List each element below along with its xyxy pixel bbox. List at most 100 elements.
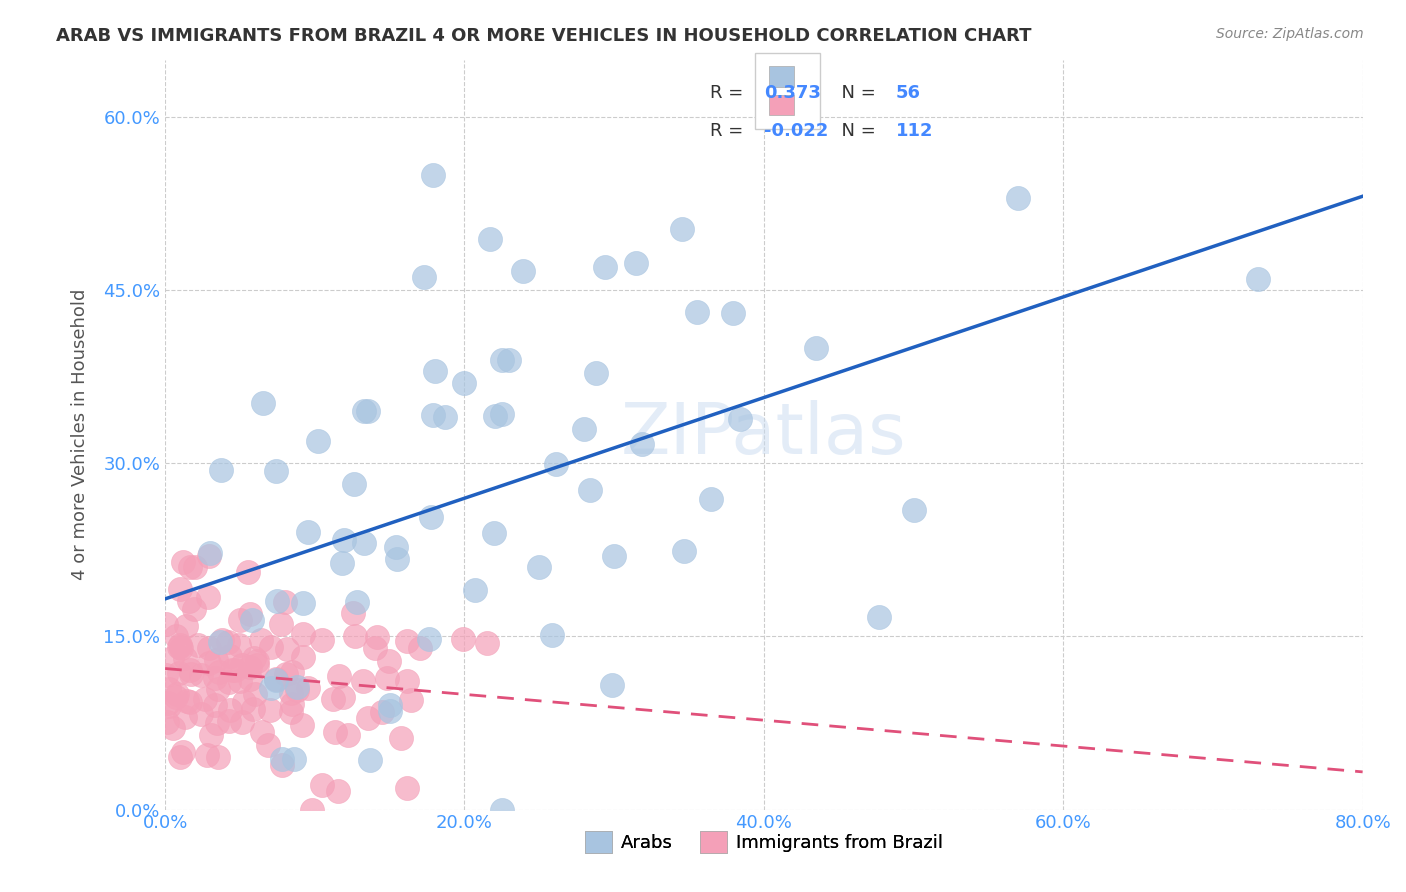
- Point: [291, 626, 314, 640]
- Point: [190, 668, 212, 682]
- Point: [540, 628, 562, 642]
- Point: [422, 168, 444, 182]
- Point: [498, 352, 520, 367]
- Point: [231, 657, 253, 672]
- Point: [464, 582, 486, 597]
- Point: [903, 502, 925, 516]
- Text: R =: R =: [710, 122, 749, 140]
- Point: [179, 594, 201, 608]
- Point: [155, 616, 177, 631]
- Point: [585, 366, 607, 380]
- Point: [311, 633, 333, 648]
- Point: [207, 749, 229, 764]
- Point: [209, 635, 232, 649]
- Point: [266, 594, 288, 608]
- Point: [600, 678, 623, 692]
- Point: [477, 635, 499, 649]
- Point: [353, 536, 375, 550]
- Point: [179, 695, 201, 709]
- Point: [418, 632, 440, 647]
- Point: [342, 477, 364, 491]
- Point: [1007, 191, 1029, 205]
- Point: [211, 633, 233, 648]
- Point: [728, 412, 751, 426]
- Point: [546, 458, 568, 472]
- Point: [491, 353, 513, 368]
- Point: [260, 681, 283, 695]
- Point: [297, 681, 319, 696]
- Text: N =: N =: [830, 85, 882, 103]
- Point: [283, 752, 305, 766]
- Point: [172, 745, 194, 759]
- Point: [179, 663, 201, 677]
- Point: [328, 669, 350, 683]
- Point: [238, 607, 260, 622]
- Point: [479, 232, 502, 246]
- Point: [311, 778, 333, 792]
- Point: [280, 686, 302, 700]
- Point: [326, 784, 349, 798]
- Point: [387, 552, 409, 566]
- Point: [395, 780, 418, 795]
- Point: [330, 556, 353, 570]
- Point: [184, 560, 207, 574]
- Point: [156, 715, 179, 730]
- Point: [307, 434, 329, 449]
- Point: [357, 711, 380, 725]
- Legend: Arabs, Immigrants from Brazil: Arabs, Immigrants from Brazil: [578, 824, 950, 861]
- Point: [433, 410, 456, 425]
- Point: [292, 650, 315, 665]
- Point: [187, 638, 209, 652]
- Point: [218, 703, 240, 717]
- Point: [169, 638, 191, 652]
- Point: [396, 634, 419, 648]
- Point: [357, 404, 380, 418]
- Point: [243, 688, 266, 702]
- Point: [245, 654, 267, 668]
- Point: [204, 698, 226, 713]
- Point: [380, 704, 402, 718]
- Point: [259, 702, 281, 716]
- Text: ARAB VS IMMIGRANTS FROM BRAZIL 4 OR MORE VEHICLES IN HOUSEHOLD CORRELATION CHART: ARAB VS IMMIGRANTS FROM BRAZIL 4 OR MORE…: [56, 27, 1032, 45]
- Point: [595, 260, 617, 275]
- Point: [242, 702, 264, 716]
- Point: [264, 672, 287, 686]
- Point: [603, 549, 626, 563]
- Point: [699, 492, 721, 507]
- Text: ZIPatlas: ZIPatlas: [621, 401, 907, 469]
- Point: [250, 633, 273, 648]
- Point: [274, 595, 297, 609]
- Point: [721, 306, 744, 320]
- Point: [1247, 272, 1270, 286]
- Point: [274, 667, 297, 681]
- Point: [204, 672, 226, 686]
- Point: [243, 650, 266, 665]
- Point: [228, 638, 250, 652]
- Point: [169, 665, 191, 680]
- Y-axis label: 4 or more Vehicles in Household: 4 or more Vehicles in Household: [72, 289, 89, 581]
- Point: [359, 753, 381, 767]
- Point: [353, 404, 375, 418]
- Point: [157, 682, 180, 697]
- Text: Source: ZipAtlas.com: Source: ZipAtlas.com: [1216, 27, 1364, 41]
- Point: [250, 725, 273, 739]
- Point: [491, 407, 513, 421]
- Point: [491, 803, 513, 817]
- Point: [224, 664, 246, 678]
- Point: [624, 256, 647, 270]
- Point: [257, 738, 280, 752]
- Point: [395, 674, 418, 689]
- Point: [301, 803, 323, 817]
- Point: [276, 641, 298, 656]
- Point: [217, 635, 239, 649]
- Point: [205, 716, 228, 731]
- Point: [297, 524, 319, 539]
- Point: [162, 721, 184, 735]
- Point: [198, 641, 221, 656]
- Point: [285, 682, 308, 697]
- Point: [167, 640, 190, 654]
- Point: [207, 682, 229, 697]
- Point: [280, 698, 302, 712]
- Point: [529, 560, 551, 574]
- Point: [200, 546, 222, 560]
